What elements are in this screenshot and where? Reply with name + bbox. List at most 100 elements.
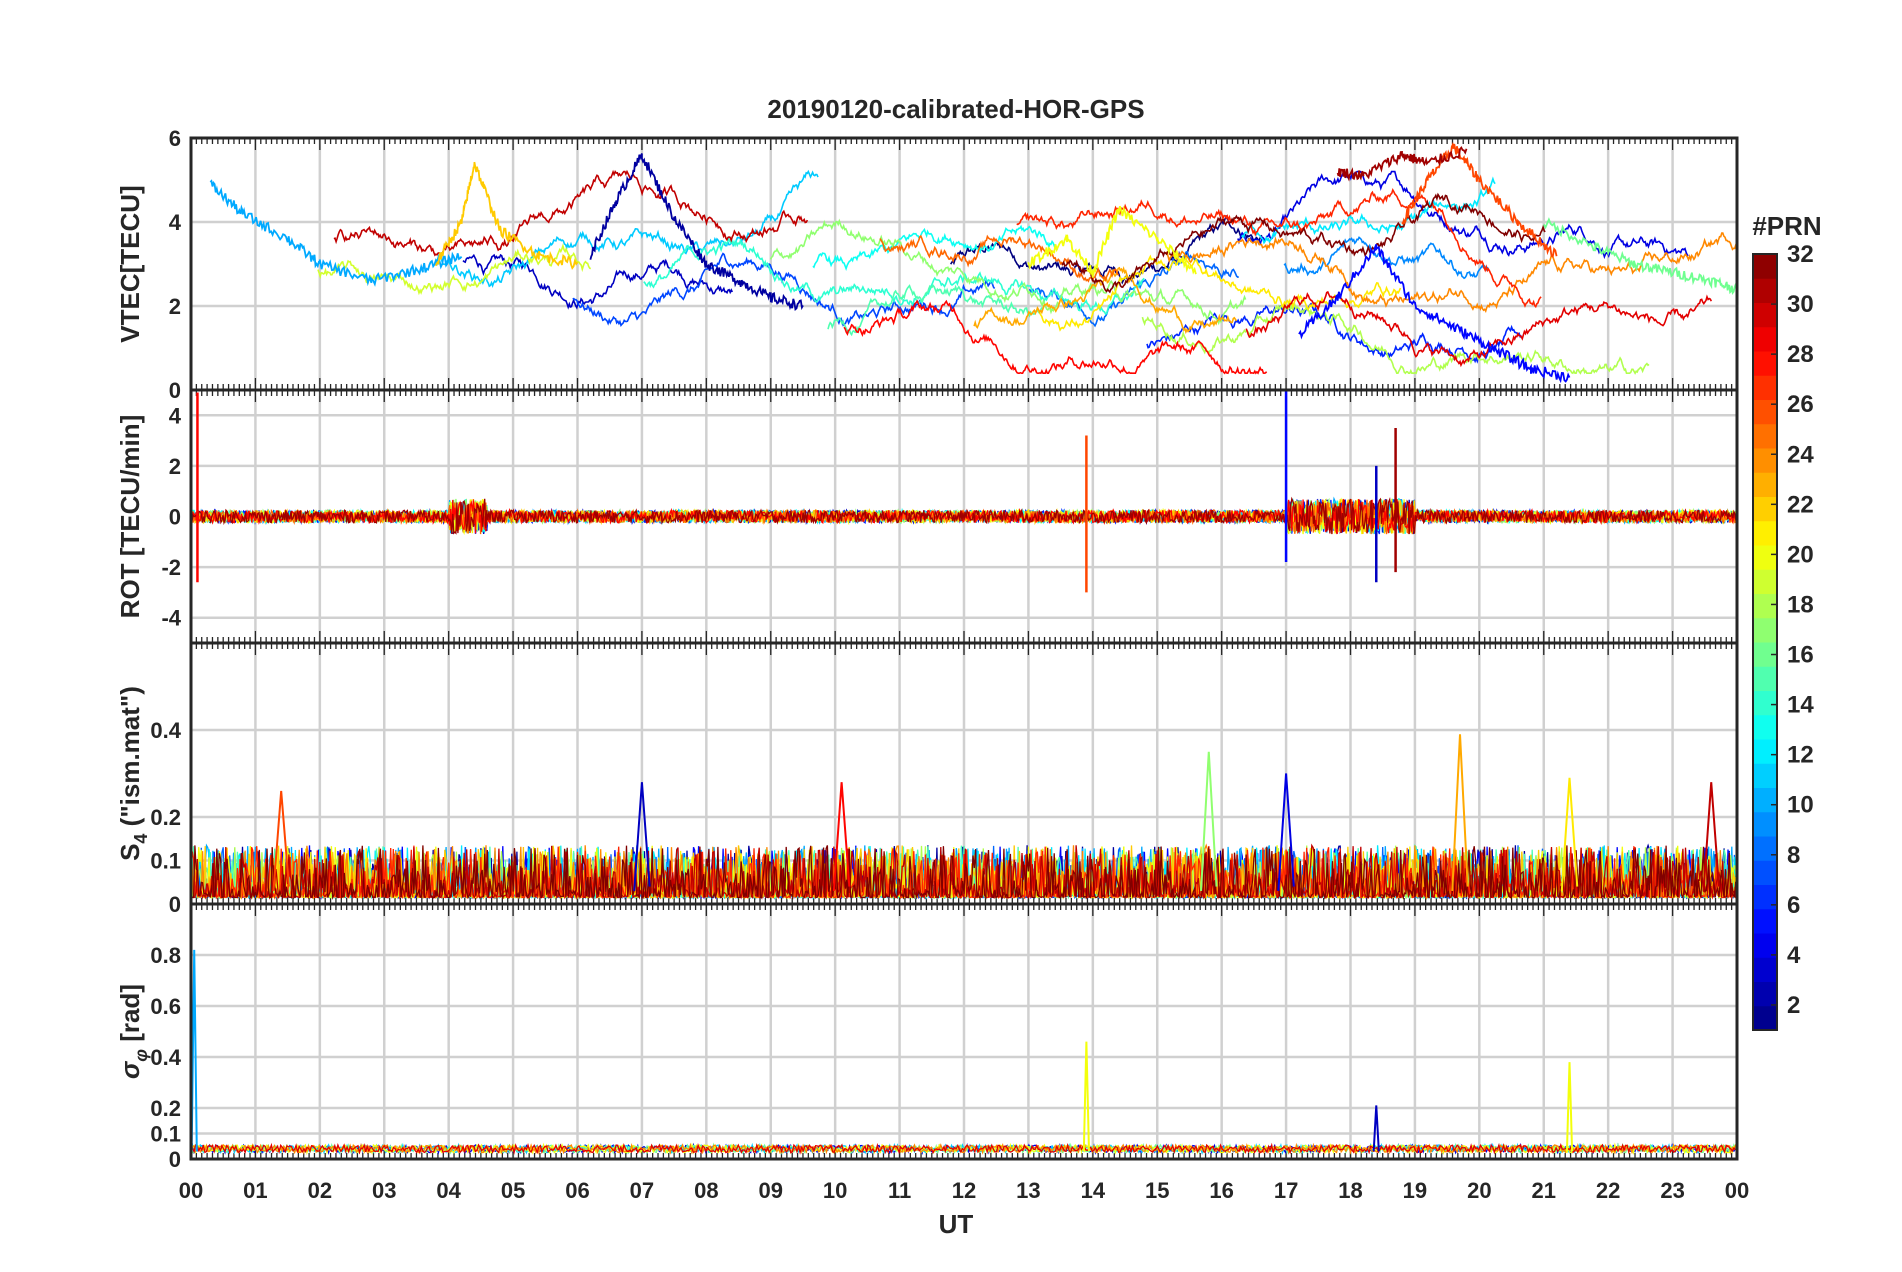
x-tick-label: 11 [888,1178,911,1203]
x-tick-label: 16 [1209,1178,1233,1203]
colorbar-segment [1753,811,1777,837]
trace-prn-29 [1245,290,1713,368]
trace-prn-7 [572,252,996,327]
traces [191,949,1737,1156]
colorbar-segment [1753,423,1777,449]
y-tick-label: 0.2 [150,805,181,830]
x-tick-label: 19 [1403,1178,1427,1203]
colorbar-tick-label: 8 [1787,842,1800,869]
trace-prn-32 [1061,192,1546,294]
x-tick-label: 21 [1532,1178,1556,1203]
trace-prn-15 [827,284,1043,337]
colorbar-segment [1753,981,1777,1007]
trace-prn-13 [812,224,1059,272]
y-tick-label: 0 [169,505,181,530]
colorbar-segment [1753,690,1777,716]
s4-peak [272,790,290,892]
y-tick-label: 0.4 [150,1045,181,1070]
y-tick-label: 0.4 [150,718,181,743]
trace-prn-24 [1165,232,1737,313]
colorbar-tick-label: 20 [1787,541,1814,568]
x-tick-labels: 00 01 02 03 04 05 06 07 08 09 10 11 12 13 14 15 16 17 18 19… [179,1178,1749,1203]
colorbar-tick-label: 4 [1787,942,1801,969]
panel-S4: 0 0.1 0.2 0.4S4 ("ism.mat") [115,641,1739,917]
y-axis-label: VTEC[TECU] [115,185,145,342]
x-tick-label: 15 [1145,1178,1169,1203]
y-tick-label: 0.8 [150,943,181,968]
s4-peak [633,782,651,892]
x-tick-label: 22 [1596,1178,1620,1203]
x-tick-label: 02 [308,1178,332,1203]
trace-prn-29 [191,1142,1737,1155]
colorbar-tick-label: 22 [1787,491,1814,518]
colorbar-tick-label: 14 [1787,692,1814,719]
colorbar-tick-label: 28 [1787,341,1814,368]
x-tick-label: 00 [1725,1178,1749,1203]
trace-prn-16 [1543,217,1737,295]
grid [191,904,1737,1159]
x-tick-label: 14 [1081,1178,1106,1203]
y-tick-label: 2 [169,294,181,319]
trace-prn-27 [1016,188,1542,309]
x-tick-label: 10 [823,1178,847,1203]
colorbar-tick-label: 32 [1787,241,1814,268]
colorbar-segment [1753,326,1777,352]
colorbar-tick-label: 12 [1787,742,1814,769]
colorbar-tick-label: 26 [1787,391,1814,418]
trace-prn-31 [1336,145,1468,182]
traces [191,734,1737,901]
trace-prn-12 [1241,176,1496,245]
colorbar-segment [1753,545,1777,570]
colorbar-segment [1753,714,1777,740]
y-tick-label: 0.1 [150,849,181,874]
trace-prn-25 [879,234,1120,283]
colorbar-tick-label: 2 [1787,992,1800,1019]
x-tick-label: 03 [372,1178,396,1203]
colorbar-segment [1753,520,1777,546]
trace-prn-17 [769,218,1247,326]
trace-prn-32 [191,845,1737,901]
s4-peak [1451,734,1469,891]
x-tick-label: 13 [1016,1178,1040,1203]
colorbar-segment [1753,254,1777,279]
traces [191,390,1737,593]
colorbar-segment [1753,399,1777,425]
s4-peak [832,782,851,892]
x-tick-label: 09 [759,1178,783,1203]
colorbar-tick-label: 6 [1787,892,1800,919]
trace-prn-2 [589,153,804,311]
sigma-peak [191,949,198,1152]
colorbar-segment [1753,278,1777,303]
y-tick-label: 4 [169,403,182,428]
colorbar-segment [1753,496,1777,522]
colorbar-segment [1753,763,1777,788]
colorbar-segment [1753,787,1777,813]
colorbar-segment [1753,666,1777,691]
y-tick-label: 0 [169,1147,181,1172]
y-tick-label: 0 [169,892,181,917]
trace-prn-31 [191,496,1737,535]
y-tick-labels: 00.10.2 0.4 0.6 0.8 [150,943,181,1172]
y-axis-label: σφ [rad] [115,984,151,1079]
x-tick-label: 17 [1274,1178,1298,1203]
colorbar-segment [1753,908,1777,934]
s4-peak [1702,782,1720,892]
colorbar-tick-label: 16 [1787,642,1814,669]
trace-prn-6 [1146,302,1522,364]
sigma-peak [1565,1062,1574,1152]
colorbar-tick-label: 18 [1787,591,1814,618]
y-tick-label: 0 [169,378,181,403]
colorbar-segment [1753,302,1777,328]
y-tick-label: 6 [169,126,181,151]
s4-peak [1200,751,1218,892]
traces [209,141,1737,384]
panel-VTEC: 0 2 4 6 VTEC[TECU] [115,126,1739,403]
x-tick-label: 20 [1467,1178,1491,1203]
colorbar-segment [1753,448,1777,473]
y-tick-label: 0.6 [150,994,181,1019]
x-tick-label: 06 [565,1178,589,1203]
y-tick-labels: -4 -2 0 2 4 [161,403,181,630]
colorbar-segment [1753,375,1777,400]
